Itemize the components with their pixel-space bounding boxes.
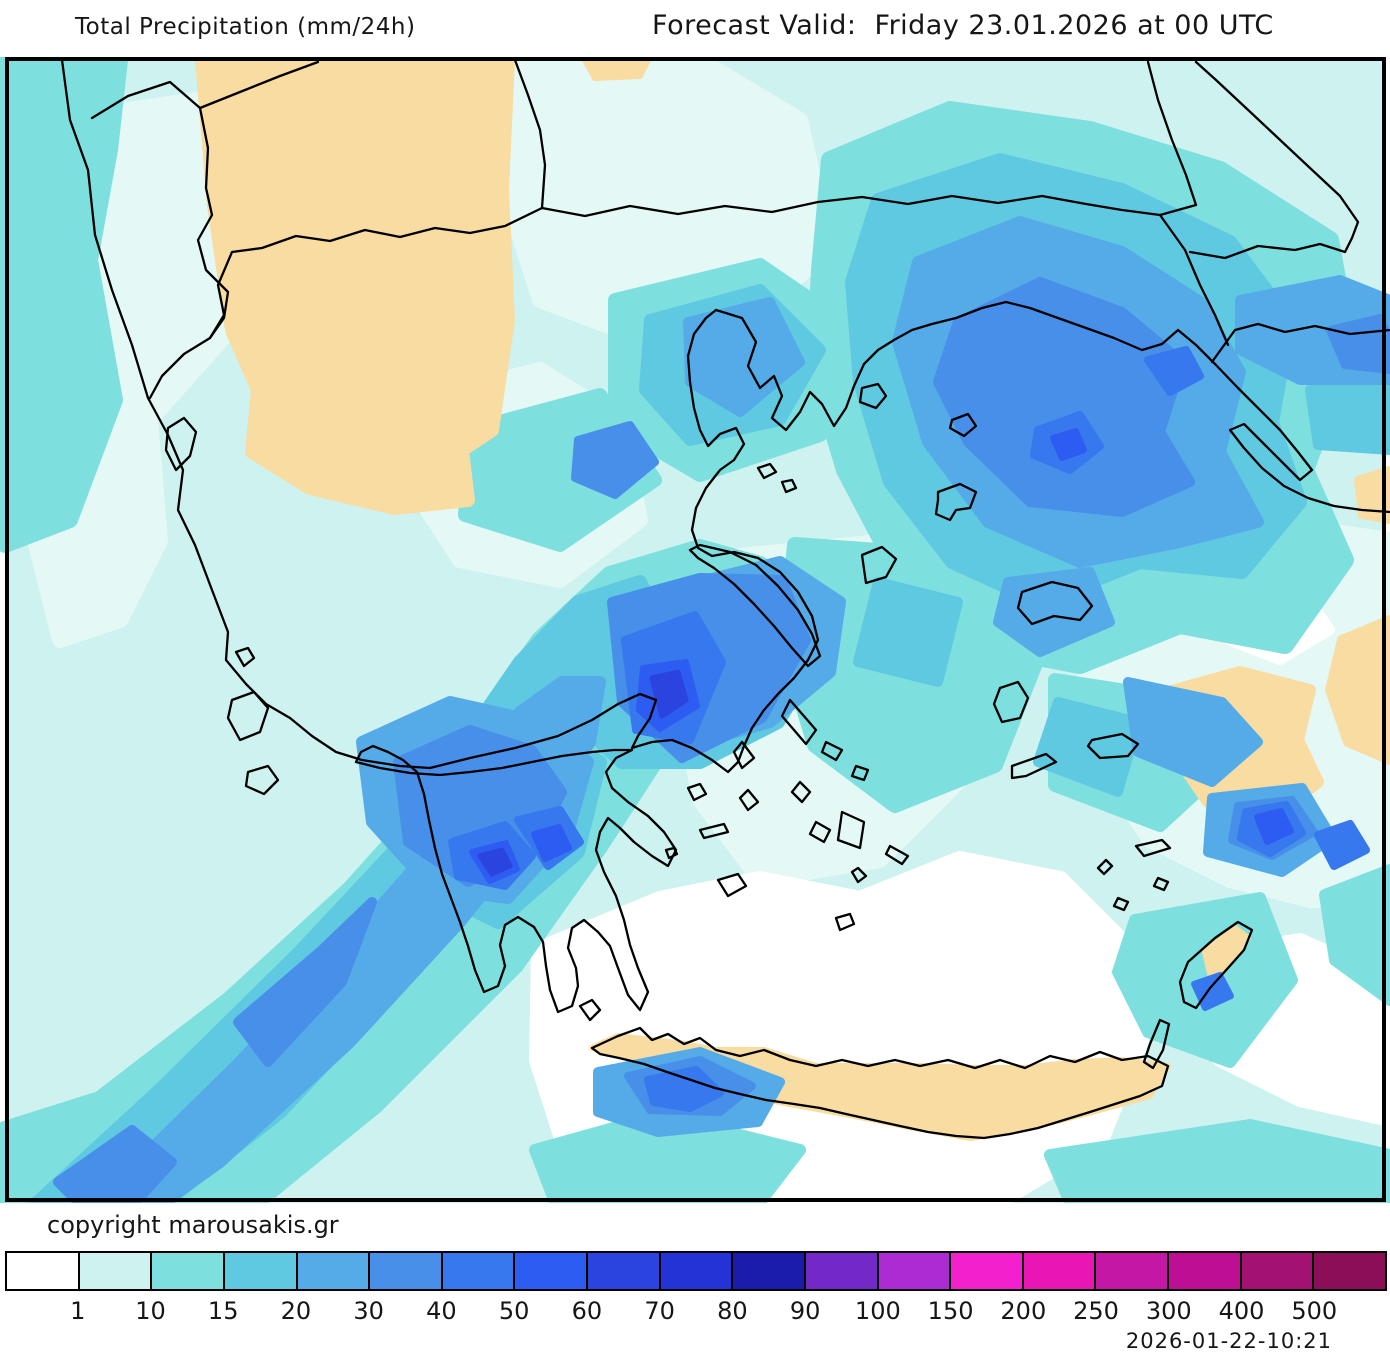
island-samos bbox=[1086, 732, 1140, 760]
legend-color-cell bbox=[513, 1253, 586, 1289]
islands-sporades bbox=[756, 462, 798, 494]
legend-scale-value: 90 bbox=[789, 1297, 821, 1325]
legend-scale-value: 250 bbox=[1073, 1297, 1119, 1325]
legend-scale-value: 400 bbox=[1218, 1297, 1265, 1325]
legend-color-cell bbox=[586, 1253, 659, 1289]
border-albania-macedonia bbox=[90, 80, 230, 400]
legend-color-cell bbox=[1167, 1253, 1240, 1289]
legend-colorbar bbox=[5, 1251, 1387, 1291]
legend-scale-value: 70 bbox=[644, 1297, 675, 1325]
island-zakynthos bbox=[244, 764, 280, 796]
legend-color-cell bbox=[150, 1253, 223, 1289]
forecast-valid-label: Forecast Valid: bbox=[652, 10, 857, 41]
legend-color-cell bbox=[658, 1253, 732, 1289]
copyright-text: copyright marousakis.gr bbox=[47, 1211, 339, 1239]
islands-saronic bbox=[664, 782, 730, 860]
island-rhodes bbox=[1178, 920, 1254, 1010]
island-lesbos bbox=[1016, 580, 1094, 626]
legend-scale-value: 20 bbox=[280, 1297, 312, 1325]
coastline-corinth-attica-east bbox=[428, 692, 658, 770]
copyright-row: copyright marousakis.gr bbox=[0, 1203, 1390, 1251]
island-corfu bbox=[164, 416, 198, 472]
legend-color-cell bbox=[1239, 1253, 1313, 1289]
precipitation-map bbox=[0, 57, 1390, 1203]
legend-scale-value: 150 bbox=[927, 1297, 974, 1325]
creation-timestamp: 2026-01-22-10:21 bbox=[1125, 1329, 1332, 1353]
map-title: Total Precipitation (mm/24h) bbox=[75, 14, 416, 40]
legend-color-cell bbox=[222, 1253, 296, 1289]
precip-60-70-regions bbox=[477, 669, 689, 877]
legend-color-cell bbox=[368, 1253, 441, 1289]
border-macedonia-bulgaria bbox=[513, 58, 547, 210]
coastline-peloponnese bbox=[354, 744, 678, 1014]
legend-scale-value: 10 bbox=[135, 1297, 166, 1325]
legend-scale-value: 15 bbox=[207, 1297, 239, 1325]
legend: 1 10 15 20 30 40 50 60 70 80 90 100 150 200 250 300 400 5… bbox=[0, 1251, 1390, 1327]
legend-scale-value: 500 bbox=[1291, 1297, 1338, 1325]
legend-color-cell bbox=[295, 1253, 369, 1289]
border-bulgaria-turkey bbox=[1146, 60, 1198, 217]
island-thasos bbox=[858, 382, 888, 410]
legend-color-cell bbox=[77, 1253, 151, 1289]
island-lefkada bbox=[234, 646, 256, 668]
island-karpathos bbox=[1142, 1018, 1171, 1070]
legend-color-cell bbox=[1312, 1253, 1385, 1289]
header: Total Precipitation (mm/24h) Forecast Va… bbox=[0, 0, 1390, 57]
border-greece-turkey bbox=[1158, 213, 1230, 347]
coastline-marmara-south bbox=[1210, 322, 1390, 364]
legend-scale-value: 50 bbox=[498, 1297, 530, 1325]
island-ikaria bbox=[1010, 752, 1058, 780]
island-skyros bbox=[860, 545, 898, 585]
timestamp-row: 2026-01-22-10:21 bbox=[0, 1327, 1390, 1363]
legend-scale-value: 100 bbox=[854, 1297, 901, 1325]
legend-scale-labels: 1 10 15 20 30 40 50 60 70 80 90 100 150 200 250 300 400 5… bbox=[5, 1291, 1387, 1327]
island-kefalonia bbox=[226, 690, 270, 742]
legend-scale-value: 60 bbox=[571, 1297, 603, 1325]
map-frame bbox=[5, 57, 1386, 1202]
island-euboea bbox=[688, 543, 822, 668]
islands-cyclades bbox=[716, 698, 910, 932]
legend-color-cell bbox=[731, 1253, 804, 1289]
legend-color-cell bbox=[876, 1253, 950, 1289]
legend-color-cell bbox=[803, 1253, 877, 1289]
legend-color-cell bbox=[7, 1253, 78, 1289]
legend-color-cell bbox=[1094, 1253, 1167, 1289]
map-area bbox=[0, 57, 1390, 1203]
coastline-west-balkan bbox=[60, 58, 432, 770]
border-greece-bulgaria bbox=[540, 194, 1162, 218]
coastline-chalkidiki-north-aegean bbox=[714, 300, 1390, 514]
islands-dodecanese bbox=[1096, 838, 1172, 912]
legend-scale-value: 30 bbox=[353, 1297, 384, 1325]
legend-scale-value: 300 bbox=[1145, 1297, 1192, 1325]
legend-scale-value: 1 bbox=[70, 1297, 86, 1325]
border-north bbox=[198, 60, 320, 110]
coastlines bbox=[60, 58, 1390, 1140]
legend-scale-value: 200 bbox=[1000, 1297, 1047, 1325]
island-samothrace bbox=[948, 412, 978, 438]
legend-color-cell bbox=[1021, 1253, 1095, 1289]
precip-30-40-regions bbox=[53, 277, 1390, 1203]
island-kythira bbox=[578, 998, 602, 1022]
island-chios bbox=[992, 680, 1030, 724]
legend-color-cell bbox=[440, 1253, 514, 1289]
coastline-marmara-black-sea bbox=[1188, 60, 1360, 260]
legend-scale-value: 40 bbox=[426, 1297, 457, 1325]
forecast-valid-value: Friday 23.01.2026 at 00 UTC bbox=[874, 10, 1274, 41]
legend-color-cell bbox=[949, 1253, 1022, 1289]
forecast-valid-text: Forecast Valid: Friday 23.01.2026 at 00 U… bbox=[652, 10, 1274, 41]
legend-scale-value: 80 bbox=[717, 1297, 748, 1325]
island-limnos bbox=[934, 482, 978, 522]
border-greece-macedonia bbox=[208, 206, 544, 340]
